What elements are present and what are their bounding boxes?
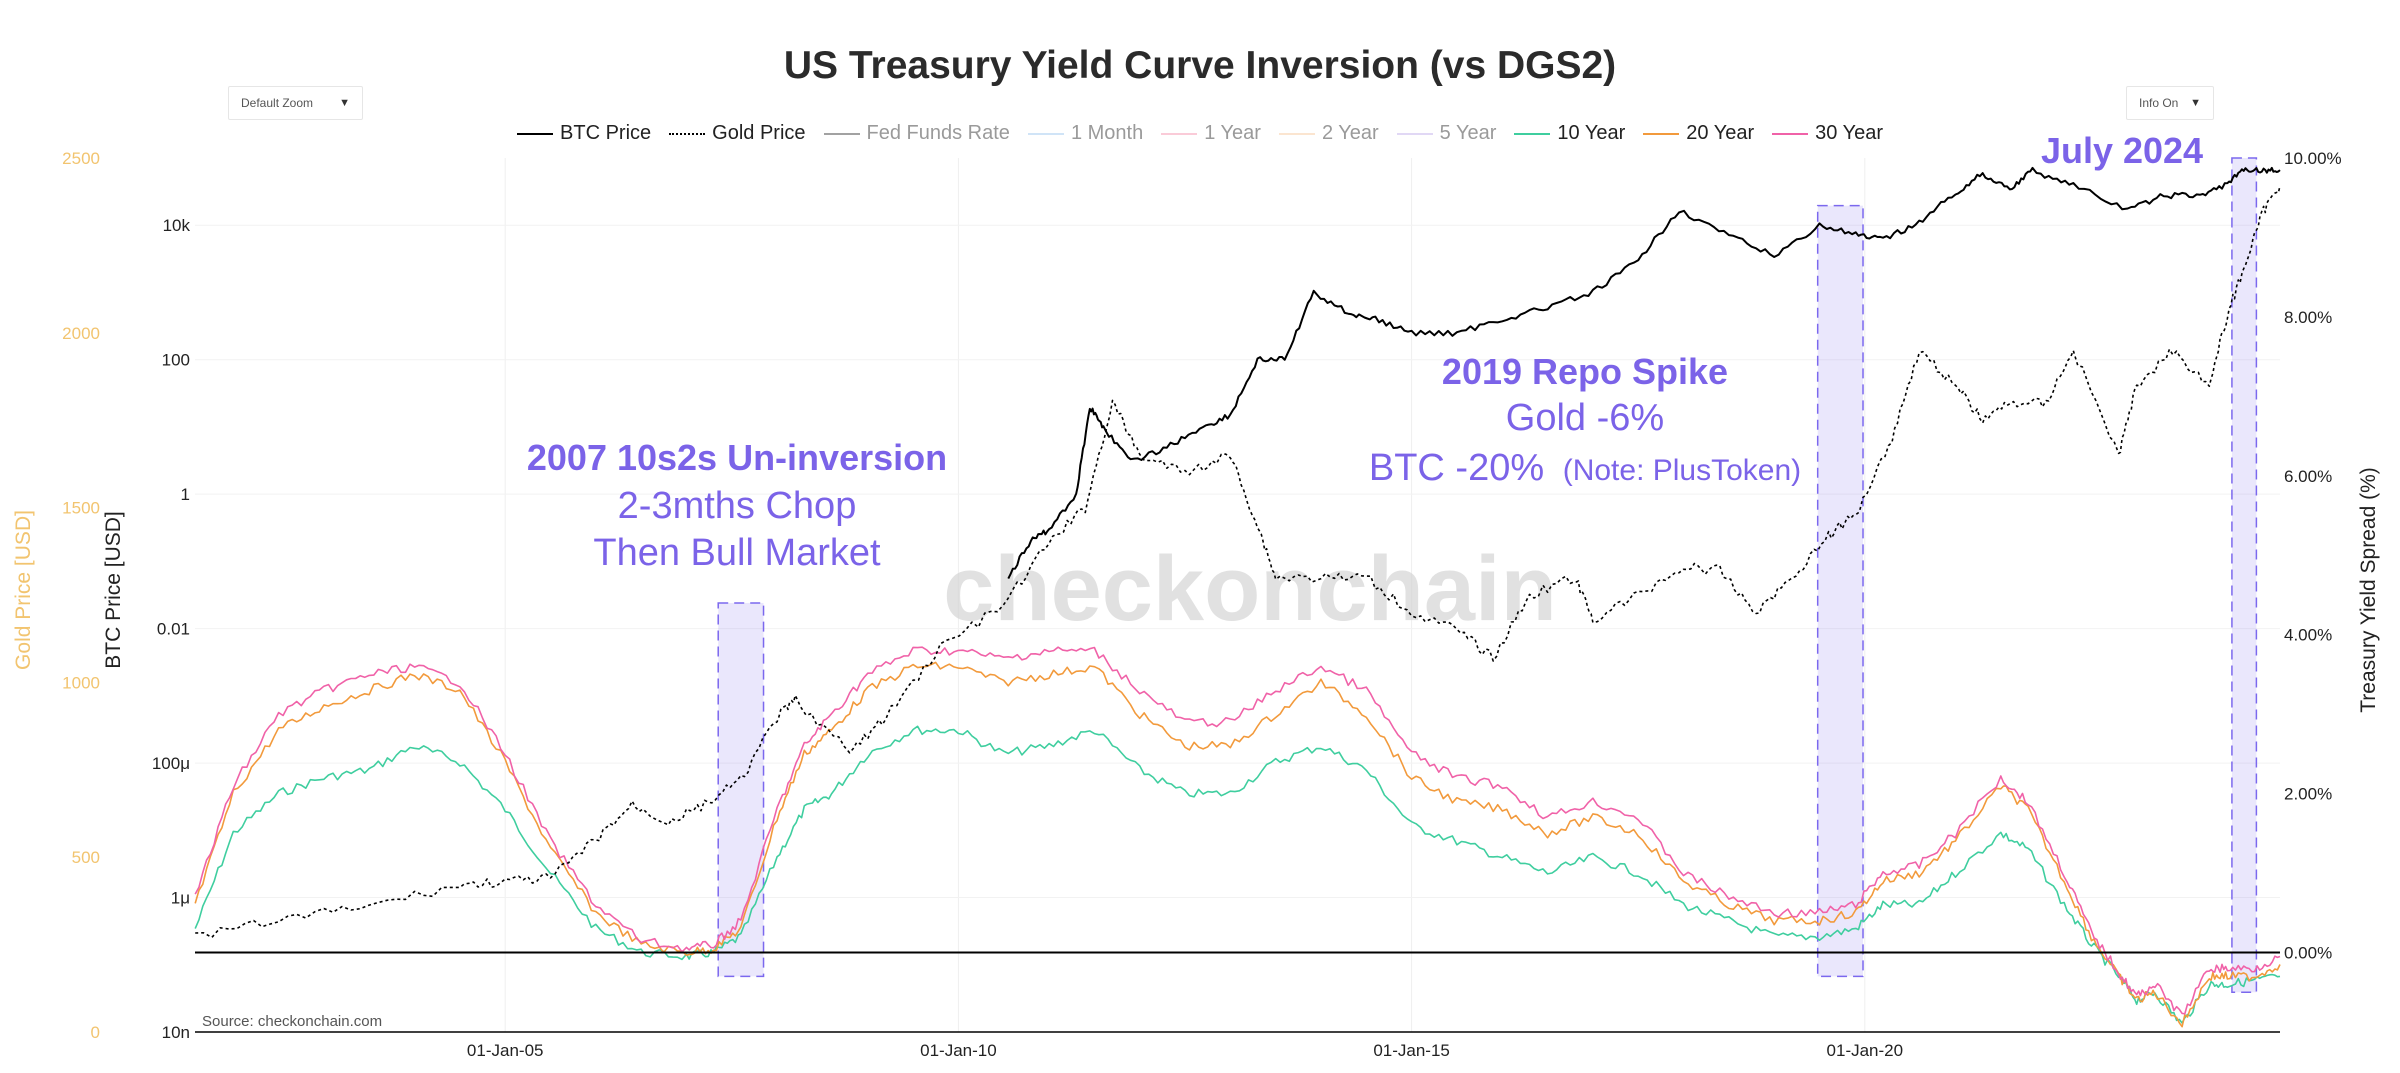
legend-item-btc[interactable]: BTC Price: [517, 122, 651, 145]
legend-item-y10[interactable]: 10 Year: [1514, 122, 1625, 145]
gold-tick-label: 2000: [62, 324, 100, 343]
spread-tick-label: 10.00%: [2284, 149, 2342, 168]
x-tick-label: 01-Jan-20: [1827, 1041, 1904, 1060]
spread-tick-label: 8.00%: [2284, 308, 2332, 327]
legend-swatch: [1772, 132, 1809, 135]
legend-label: 1 Year: [1204, 122, 1261, 144]
legend-item-y2[interactable]: 2 Year: [1278, 122, 1379, 145]
annotation-2019-note: (Note: PlusToken): [1563, 454, 1801, 487]
legend-swatch: [669, 132, 706, 135]
zoom-select-value: Default Zoom: [241, 96, 314, 110]
series-y30: [194, 646, 2281, 1015]
spread-tick-label: 0.00%: [2284, 944, 2332, 963]
annotation-2007-line2: 2-3mths Chop: [618, 485, 857, 527]
btc-tick-label: 10k: [163, 216, 191, 235]
legend-label: Gold Price: [712, 122, 806, 144]
legend-label: 2 Year: [1321, 122, 1379, 144]
legend-swatch: [1027, 132, 1064, 135]
annotation-2007-title: 2007 10s2s Un-inversion: [527, 437, 947, 478]
info-select[interactable]: Info On ▼: [2126, 86, 2214, 120]
spread-tick-label: 6.00%: [2284, 467, 2332, 486]
gold-tick-label: 0: [91, 1023, 100, 1042]
highlight-region: [2231, 157, 2258, 994]
legend-label: 30 Year: [1815, 122, 1883, 144]
legend-swatch: [1643, 132, 1680, 135]
source-label: Source: checkonchain.com: [202, 1013, 382, 1030]
series-btc: [1007, 166, 2281, 580]
legend-item-gold[interactable]: Gold Price: [669, 122, 806, 145]
annotation-2019-line2: Gold -6%: [1506, 397, 1664, 439]
x-tick-label: 01-Jan-15: [1373, 1041, 1450, 1060]
legend-swatch: [517, 132, 554, 135]
legend-swatch: [1514, 132, 1551, 135]
legend-item-y20[interactable]: 20 Year: [1643, 122, 1754, 145]
series-y20: [194, 661, 2281, 1028]
svg-text:BTC -20% (Note: PlusToke: BTC -20% (Note: PlusToken): [1369, 447, 1801, 489]
annotation-2019-line3: BTC -20%: [1369, 447, 1544, 489]
legend-label: BTC Price: [560, 122, 652, 144]
gold-tick-label: 1000: [62, 673, 100, 692]
gold-axis-label: Gold Price [USD]: [12, 510, 35, 670]
legend-swatch: [1161, 132, 1198, 135]
gold-tick-label: 2500: [62, 149, 100, 168]
btc-tick-label: 100: [162, 351, 190, 370]
x-tick-label: 01-Jan-10: [920, 1041, 997, 1060]
legend-item-y5[interactable]: 5 Year: [1396, 122, 1497, 145]
btc-axis-label: BTC Price [USD]: [102, 511, 125, 669]
watermark: checkonchain: [943, 538, 1557, 640]
btc-tick-label: 1μ: [171, 889, 190, 908]
legend-label: 5 Year: [1439, 122, 1497, 144]
legend-item-y1[interactable]: 1 Year: [1161, 122, 1261, 145]
btc-tick-label: 1: [181, 485, 190, 504]
btc-tick-label: 100μ: [152, 754, 190, 773]
legend-label: 1 Month: [1070, 122, 1144, 144]
legend-item-y30[interactable]: 30 Year: [1772, 122, 1883, 145]
chevron-down-icon: ▼: [2190, 97, 2201, 109]
legend-label: 10 Year: [1557, 122, 1626, 144]
series-gold: [195, 185, 2281, 939]
legend-item-m1[interactable]: 1 Month: [1027, 122, 1144, 145]
zoom-select[interactable]: Default Zoom ▼: [228, 86, 363, 120]
x-tick-label: 01-Jan-05: [467, 1041, 544, 1060]
annotation-2024-title: July 2024: [2041, 130, 2203, 171]
legend-swatch: [1396, 132, 1433, 135]
series-y10: [194, 725, 2281, 1024]
annotation-2019-title: 2019 Repo Spike: [1442, 351, 1728, 392]
legend-label: 20 Year: [1686, 122, 1755, 144]
legend-item-fed[interactable]: Fed Funds Rate: [823, 122, 1010, 145]
legend-swatch: [1278, 132, 1315, 135]
legend-swatch: [823, 132, 860, 135]
highlight-region: [1816, 204, 1864, 978]
btc-tick-label: 10n: [162, 1023, 190, 1042]
btc-tick-label: 0.01: [157, 620, 190, 639]
gold-tick-label: 500: [72, 848, 100, 867]
chart-legend: BTC Price Gold Price Fed Funds Rate 1 Month…: [0, 122, 2400, 145]
chart-title: US Treasury Yield Curve Inversion (vs DG…: [783, 44, 1617, 87]
spread-axis-label: Treasury Yield Spread (%): [2357, 467, 2380, 713]
highlight-region: [717, 602, 765, 978]
legend-label: Fed Funds Rate: [866, 122, 1010, 144]
spread-tick-label: 4.00%: [2284, 626, 2332, 645]
chevron-down-icon: ▼: [339, 97, 350, 109]
annotation-2007-line3: Then Bull Market: [593, 532, 881, 574]
spread-tick-label: 2.00%: [2284, 785, 2332, 804]
gold-tick-label: 1500: [62, 499, 100, 518]
info-select-value: Info On: [2139, 96, 2179, 110]
